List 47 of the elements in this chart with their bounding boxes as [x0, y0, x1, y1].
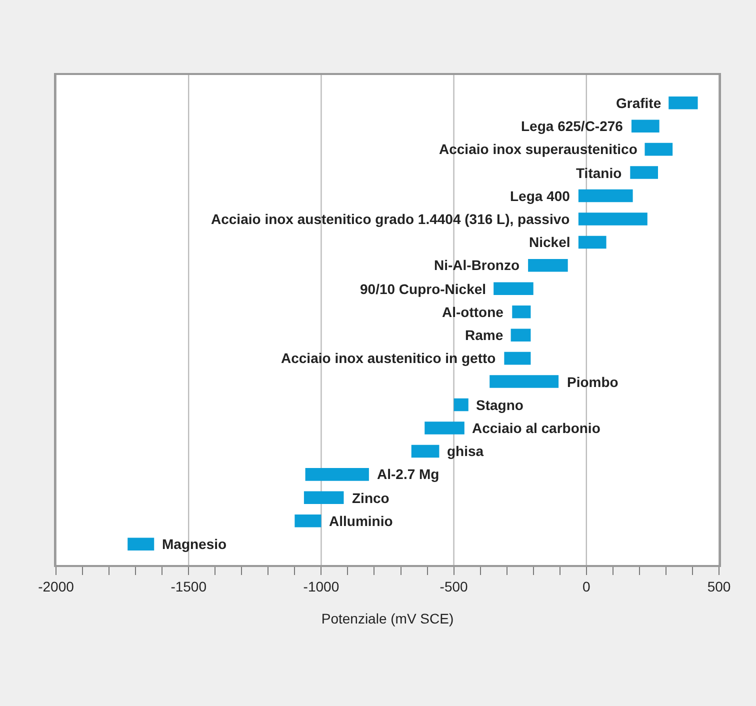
- bar: [454, 398, 468, 412]
- bar: [305, 468, 369, 481]
- y-tick-label: Lega 400: [510, 188, 570, 204]
- bar: [490, 375, 559, 388]
- bar: [512, 305, 531, 318]
- y-tick-label: Al-2.7 Mg: [377, 466, 440, 482]
- y-tick-label: Rame: [465, 327, 504, 343]
- bar: [578, 212, 648, 226]
- y-tick-label: Ni-Al-Bronzo: [434, 257, 520, 273]
- bar: [644, 142, 673, 156]
- y-tick-label: Alluminio: [329, 513, 393, 529]
- y-tick-label: Acciaio inox austenitico in getto: [281, 350, 496, 366]
- bar: [630, 166, 658, 179]
- x-tick-label: 500: [707, 578, 731, 595]
- bar: [294, 514, 322, 528]
- y-tick-label: Titanio: [576, 165, 622, 181]
- x-tick-label: -1000: [303, 578, 340, 595]
- y-tick-label: Acciaio inox superaustenitico: [439, 141, 638, 157]
- x-tick-label: 0: [582, 578, 590, 595]
- y-tick-label: Acciaio al carbonio: [472, 420, 600, 436]
- y-tick-label: Nickel: [529, 234, 570, 250]
- x-tick-label: -500: [440, 578, 468, 595]
- x-tick-label: -1500: [170, 578, 207, 595]
- bar: [668, 96, 698, 110]
- y-tick-label: Lega 625/C-276: [521, 118, 624, 134]
- x-tick-label: -2000: [38, 578, 74, 595]
- y-tick-label: ghisa: [447, 443, 484, 459]
- bar: [411, 444, 440, 458]
- y-tick-label: Piombo: [567, 374, 618, 390]
- bar: [578, 236, 606, 249]
- bar: [424, 422, 464, 434]
- bar: [304, 491, 344, 504]
- bar: [578, 189, 633, 202]
- bar: [504, 352, 531, 365]
- bar: [631, 120, 660, 132]
- y-tick-label: Acciaio inox austenitico grado 1.4404 (316 L), passivo: [211, 211, 570, 227]
- bar: [128, 538, 154, 550]
- y-tick-label: Stagno: [476, 397, 524, 413]
- y-tick-label: 90/10 Cupro-Nickel: [360, 281, 486, 297]
- bar: [528, 259, 568, 272]
- x-axis-title: Potenziale (mV SCE): [321, 610, 454, 626]
- bar: [510, 328, 531, 342]
- y-tick-label: Zinco: [352, 490, 390, 506]
- y-tick-label: Grafite: [616, 95, 662, 111]
- y-tick-label: Al-ottone: [442, 304, 504, 320]
- bar: [494, 282, 534, 296]
- y-tick-label: Magnesio: [162, 536, 227, 552]
